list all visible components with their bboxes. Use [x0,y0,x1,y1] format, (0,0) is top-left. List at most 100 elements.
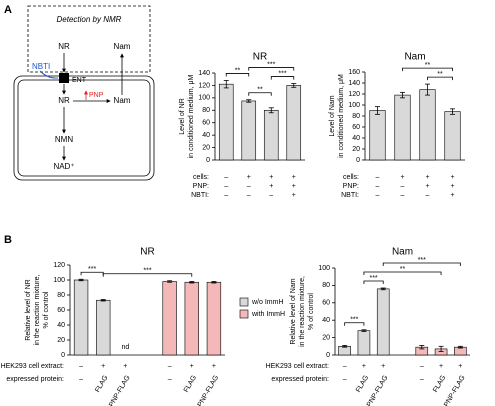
significance-bracket [248,92,272,96]
condition-value: – [401,192,405,199]
condition-value: + [458,363,462,370]
y-tick-label: 40 [57,322,65,329]
y-tick-label: 60 [322,300,330,307]
inhibition-line [39,70,59,79]
error-bar [380,287,386,291]
condition-label: HEK293 cell extract: [1,363,64,370]
condition-value: – [224,174,228,181]
error-bar [361,329,367,332]
condition-value: – [224,192,228,199]
value-label: nd [121,344,129,351]
significance-bracket [427,76,453,81]
y-tick-label: 20 [352,146,360,153]
significance-bracket [382,262,461,267]
condition-value: + [269,174,273,181]
transporter [59,73,69,83]
y-tick-label: 60 [352,124,360,131]
bar [73,279,89,356]
y-tick-label: 20 [57,337,65,344]
node-label: NMN [55,135,73,144]
significance-label: *** [267,61,275,68]
condition-value: + [400,174,404,181]
condition-value: – [224,183,228,190]
condition-value: – [79,376,83,383]
y-tick-label: 40 [322,317,330,324]
condition-value: – [376,174,380,181]
significance-label: ** [257,87,263,94]
bar [419,89,436,161]
condition-label: cells: [193,174,209,181]
significance-bracket [363,280,384,285]
error-bar [438,345,444,352]
y-tick-label: 40 [202,132,210,139]
condition-value: + [123,363,127,370]
condition-value: – [376,192,380,199]
bar [338,345,351,356]
error-bar [100,299,106,302]
significance-bracket [363,271,442,276]
significance-label: *** [350,317,358,324]
node-label: Nam [114,42,131,51]
error-bar [223,80,229,89]
y-axis-label: Level of Nam [329,95,336,136]
error-bar [291,83,297,88]
condition-value: + [269,183,273,190]
condition-value: + [292,174,296,181]
y-tick-label: 60 [202,120,210,127]
bar [286,85,302,161]
condition-label: NBTI: [341,192,359,199]
condition-value: – [168,376,172,383]
significance-label: ** [400,266,406,273]
legend-swatch [239,297,249,307]
y-tick-label: 100 [318,265,330,272]
condition-value: – [426,192,430,199]
chart-title: NR [253,52,267,63]
diagram: Detection by NMR NR Nam NBTI ENT NR PNP … [13,5,155,181]
significance-label: *** [88,266,96,273]
chart-title: Nam [404,52,425,63]
condition-value: FLAG [355,374,370,393]
condition-value: + [190,363,194,370]
y-tick-label: 100 [348,102,360,109]
y-axis-label: in the reaction mixture, [34,275,41,346]
y-tick-label: 80 [202,107,210,114]
y-tick-label: 0 [356,157,360,164]
transporter-label: ENT [72,77,87,84]
condition-value: FLAG [183,374,198,393]
node-label: NAD⁺ [53,162,74,171]
y-tick-label: 100 [198,95,210,102]
error-bar [457,345,463,349]
significance-bracket [225,73,250,77]
condition-value: – [420,376,424,383]
error-bar [419,345,425,350]
condition-value: FLAG [432,374,447,393]
bar [263,109,279,161]
condition-value: – [343,376,347,383]
condition-value: – [247,183,251,190]
error-bar [375,106,380,115]
condition-value: + [450,192,454,199]
bar [162,281,177,356]
panel-label: A [4,4,12,16]
y-tick-label: 80 [57,292,65,299]
bar [357,330,371,356]
legend-swatch [239,309,249,319]
bar [218,83,234,161]
detection-label: Detection by NMR [57,15,122,24]
y-tick-label: 20 [202,144,210,151]
y-tick-label: 120 [53,262,65,269]
y-axis-label: % of control [43,291,50,328]
node-label: NR [58,42,70,51]
bar [376,288,390,356]
detection-box [27,5,151,73]
condition-value: – [343,363,347,370]
y-tick-label: 80 [352,113,360,120]
y-axis-label: in the reaction mixture, [299,276,306,347]
significance-bracket [248,67,295,71]
condition-label: expressed protein: [6,376,64,383]
significance-label: ** [425,62,431,69]
significance-bracket [270,76,295,80]
y-tick-label: 0 [61,352,65,359]
condition-value: + [362,363,366,370]
